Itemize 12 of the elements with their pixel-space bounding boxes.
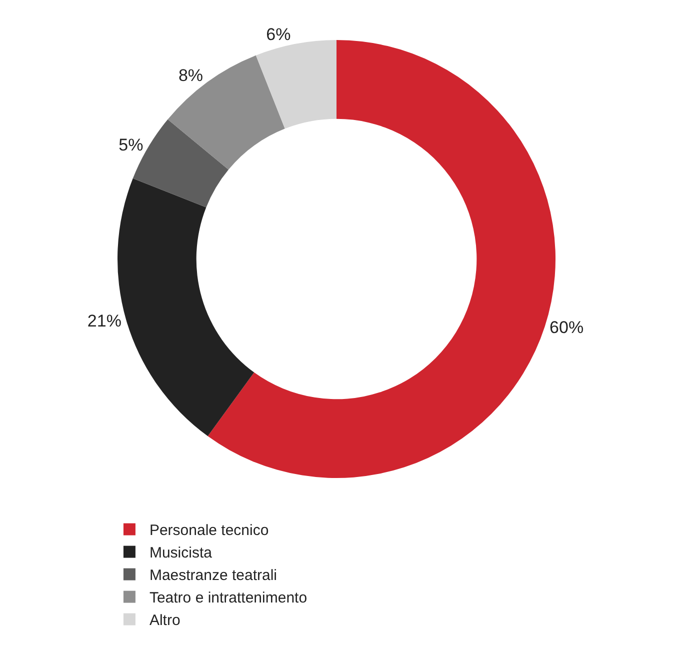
data-label: 8% — [178, 66, 204, 86]
legend-label: Personale tecnico — [149, 522, 269, 540]
data-label: 60% — [550, 318, 584, 338]
data-label: 21% — [87, 311, 122, 330]
data-label: 5% — [118, 136, 144, 155]
legend-label: Teatro e intrattenimento — [149, 590, 308, 607]
legend-label: Maestranze teatrali — [149, 567, 278, 584]
legend-label: Musicista — [149, 544, 213, 562]
donut-slice — [256, 40, 336, 129]
data-label: 6% — [266, 25, 291, 44]
legend-label: Altro — [149, 612, 180, 630]
donut-slice — [168, 55, 285, 170]
